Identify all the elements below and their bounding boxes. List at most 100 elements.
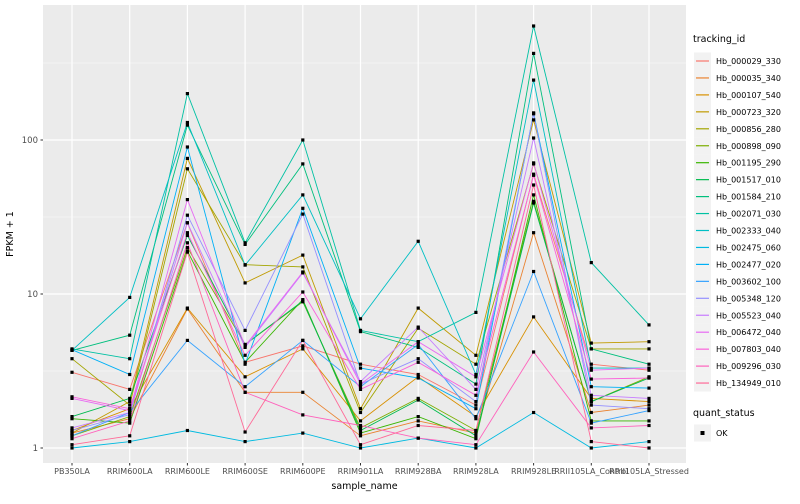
data-point-marker xyxy=(185,145,189,149)
data-point-marker xyxy=(358,410,363,415)
data-point-marker xyxy=(589,400,593,404)
data-point-marker xyxy=(358,446,363,450)
data-point-marker xyxy=(358,382,363,386)
data-point-marker xyxy=(589,368,593,372)
data-point-marker xyxy=(70,434,74,438)
data-point-marker xyxy=(243,390,247,394)
data-point-marker xyxy=(243,440,247,444)
data-point-marker xyxy=(301,206,305,210)
data-point-marker xyxy=(358,407,363,411)
data-point-marker xyxy=(185,231,189,235)
legend-label-Hb_001195_290: Hb_001195_290 xyxy=(716,159,781,168)
data-point-marker xyxy=(647,400,651,404)
data-point-marker xyxy=(301,413,305,417)
data-point-marker xyxy=(474,403,478,407)
x-tick-label: PB350LA xyxy=(54,467,90,476)
data-point-marker xyxy=(589,385,593,389)
data-point-marker xyxy=(416,415,420,419)
data-point-marker xyxy=(647,407,651,411)
legend-label-Hb_000898_090: Hb_000898_090 xyxy=(716,142,781,151)
y-tick-label: 10 xyxy=(27,290,38,300)
data-point-marker xyxy=(474,382,478,386)
data-point-marker xyxy=(301,253,305,257)
data-point-marker xyxy=(532,193,536,197)
legend-label-Hb_000035_340: Hb_000035_340 xyxy=(716,74,781,83)
data-point-marker xyxy=(532,173,536,177)
data-point-marker xyxy=(301,162,305,166)
data-point-marker xyxy=(301,344,305,348)
data-point-marker xyxy=(128,333,132,337)
data-point-marker xyxy=(474,437,478,441)
data-point-marker xyxy=(70,446,74,450)
data-point-marker xyxy=(647,446,651,450)
data-point-marker xyxy=(301,347,305,351)
data-point-marker xyxy=(243,430,247,434)
data-point-marker xyxy=(185,120,189,125)
data-point-marker xyxy=(128,372,132,377)
data-point-marker xyxy=(416,325,420,329)
data-point-marker xyxy=(243,328,247,332)
data-point-marker xyxy=(185,198,189,202)
data-point-marker xyxy=(647,403,651,407)
data-point-marker xyxy=(185,221,189,225)
data-point-marker xyxy=(416,357,420,361)
x-tick-label: RRIM600PE xyxy=(280,467,326,476)
quant-status-square-icon xyxy=(700,431,705,435)
x-tick-label: RRIM600LA xyxy=(107,467,153,476)
data-point-marker xyxy=(70,426,74,430)
data-point-marker xyxy=(474,446,478,450)
data-point-marker xyxy=(70,417,74,421)
data-point-marker xyxy=(301,290,305,294)
data-point-marker xyxy=(647,362,651,366)
data-point-marker xyxy=(358,423,363,428)
data-point-marker xyxy=(243,375,247,379)
data-point-marker xyxy=(416,340,420,344)
data-point-marker xyxy=(589,393,593,397)
legend-label-Hb_003602_100: Hb_003602_100 xyxy=(716,277,781,286)
data-point-marker xyxy=(243,263,247,267)
data-point-marker xyxy=(474,387,478,391)
data-point-marker xyxy=(301,338,305,342)
data-point-marker xyxy=(589,396,593,400)
data-point-marker xyxy=(474,372,478,377)
data-point-marker xyxy=(301,212,305,216)
data-point-marker xyxy=(185,156,189,160)
data-point-marker xyxy=(647,386,651,390)
data-point-marker xyxy=(70,395,74,399)
legend-label-Hb_001584_210: Hb_001584_210 xyxy=(716,193,781,202)
data-point-marker xyxy=(128,417,132,421)
legend-title-quant-status: quant_status xyxy=(693,408,755,419)
data-point-marker xyxy=(589,366,593,370)
legend-label-Hb_005523_040: Hb_005523_040 xyxy=(716,311,781,320)
data-point-marker xyxy=(416,239,420,243)
data-point-marker xyxy=(185,306,189,310)
data-point-marker xyxy=(532,350,536,354)
data-point-marker xyxy=(70,415,74,419)
data-point-marker xyxy=(589,377,593,381)
data-point-marker xyxy=(532,24,536,28)
data-point-marker xyxy=(185,123,189,127)
data-point-marker xyxy=(532,112,536,116)
x-tick-label: RRIM600LE xyxy=(165,467,210,476)
legend-label-Hb_000723_320: Hb_000723_320 xyxy=(716,108,781,117)
data-point-marker xyxy=(532,315,536,319)
data-point-marker xyxy=(647,340,651,344)
y-tick-label: 100 xyxy=(22,136,38,146)
data-point-marker xyxy=(532,199,536,203)
data-point-marker xyxy=(185,338,189,342)
data-point-marker xyxy=(301,193,305,197)
data-point-marker xyxy=(647,376,651,380)
data-point-marker xyxy=(70,357,74,361)
data-point-marker xyxy=(474,417,478,421)
data-point-marker xyxy=(358,419,363,423)
data-point-marker xyxy=(185,92,189,96)
data-point-marker xyxy=(128,434,132,438)
data-point-marker xyxy=(358,443,363,447)
data-point-marker xyxy=(589,419,593,423)
data-point-marker xyxy=(358,431,363,435)
data-point-marker xyxy=(416,306,420,310)
data-point-marker xyxy=(128,412,132,417)
data-point-marker xyxy=(128,409,132,413)
legend-label-Hb_000029_330: Hb_000029_330 xyxy=(716,57,781,66)
